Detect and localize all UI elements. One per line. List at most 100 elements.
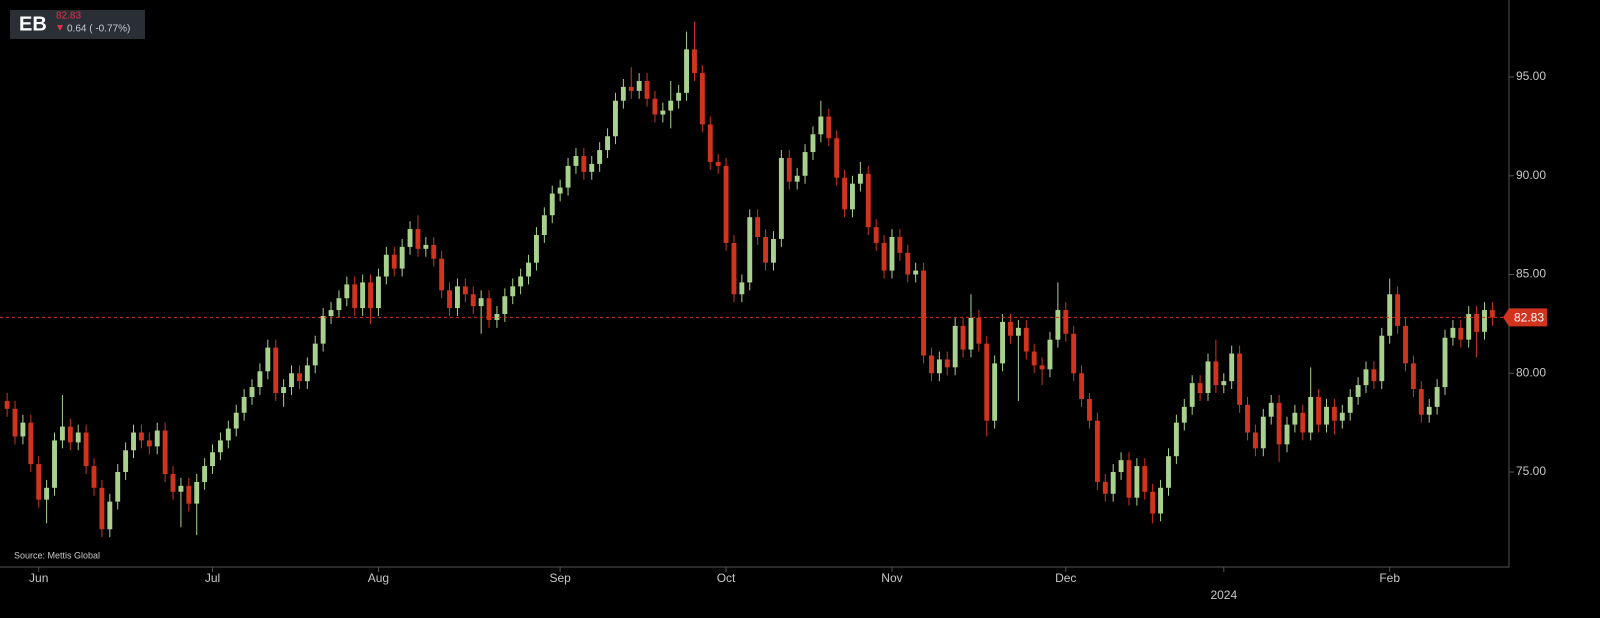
candle-body [225,428,231,441]
candle-body [865,173,871,228]
candle-body [1181,406,1187,423]
candle-body [115,472,121,502]
candle-body [462,286,468,295]
candle-body [1363,369,1369,386]
candle-body [123,450,129,473]
x-tick-label: Jul [205,571,220,585]
candle-body [241,396,247,413]
candle-body [4,400,10,409]
candle-body [1379,335,1385,382]
candle-body [1474,314,1480,332]
candle-body [289,373,294,388]
candle-body [249,387,255,397]
candle-body [486,298,492,320]
candle-body [1000,321,1006,364]
candle-body [1284,424,1290,445]
y-tick-label: 95.00 [1516,69,1546,83]
candle-body [217,440,223,453]
candle-body [470,294,476,307]
candle-body [1118,460,1124,473]
last-price-label: 82.83 [1514,311,1544,325]
candle-body [755,217,761,237]
candle-body [1442,337,1448,388]
candle-body [1292,412,1298,425]
candle-body [1450,327,1456,338]
candle-body [589,163,595,172]
candle-body [344,284,350,299]
candle-body [660,110,666,115]
candle-body [107,501,113,530]
candle-body [146,440,152,447]
candle-body [439,258,445,291]
candle-body [597,150,603,164]
candle-body [1197,383,1203,394]
candle-body [1063,310,1069,334]
candle-body [613,100,618,137]
candle-body [1418,389,1424,415]
candle-body [304,365,310,382]
candle-body [391,254,397,269]
candle-body [454,286,460,309]
y-tick-label: 90.00 [1516,168,1546,182]
candle-body [889,236,895,271]
y-tick-label: 80.00 [1516,365,1546,379]
candle-body [233,412,239,429]
candle-body [1015,327,1021,336]
candle-body [747,217,753,283]
candle-body [131,432,136,451]
candle-body [1023,327,1029,352]
candle-body [581,156,587,172]
candle-body [1213,361,1219,386]
candle-body [1221,381,1227,386]
candle-body [1355,385,1361,397]
candle-body [257,371,263,388]
candle-body [1237,353,1243,405]
candle-body [178,485,184,492]
candle-body [312,343,318,366]
candle-body [1252,432,1258,449]
candle-body [360,282,366,309]
candle-body [936,359,942,374]
candle-body [699,73,705,125]
candle-body [1031,351,1037,366]
candle-body [320,315,326,344]
candle-body [1395,294,1401,326]
candle-body [265,347,271,372]
candle-body [952,325,958,368]
candle-body [1110,472,1116,494]
y-tick-label: 85.00 [1516,267,1546,281]
candle-body [1339,412,1345,421]
candle-body [1371,369,1377,382]
header-background [10,10,145,39]
candle-body [1410,363,1416,390]
candle-body [431,244,437,259]
candle-body [186,485,192,504]
candle-body [502,296,508,315]
candle-body [802,152,808,176]
candle-body [968,317,974,350]
candle-body [533,235,539,263]
candle-body [881,242,887,271]
candle-body [1142,466,1148,492]
candle-body [1047,339,1053,370]
candle-body [676,92,682,101]
candle-body [28,422,34,465]
candle-body [1205,361,1211,394]
candle-body [154,430,160,447]
candle-body [573,156,579,166]
candle-body [1087,398,1092,421]
candle-body [850,183,855,210]
last-price-tag [1503,308,1547,327]
x-tick-label: 2024 [1210,588,1237,602]
candle-body [1268,402,1274,417]
candle-body [976,317,982,344]
candle-body [383,254,389,277]
candle-body [162,430,168,474]
change: 0.64 ( -0.77%) [67,24,130,35]
candle-body [1403,325,1408,364]
candle-body [873,227,879,243]
candle-body [194,481,200,504]
plot-area [0,21,1509,538]
source-note: Source: Mettis Global [14,550,100,560]
